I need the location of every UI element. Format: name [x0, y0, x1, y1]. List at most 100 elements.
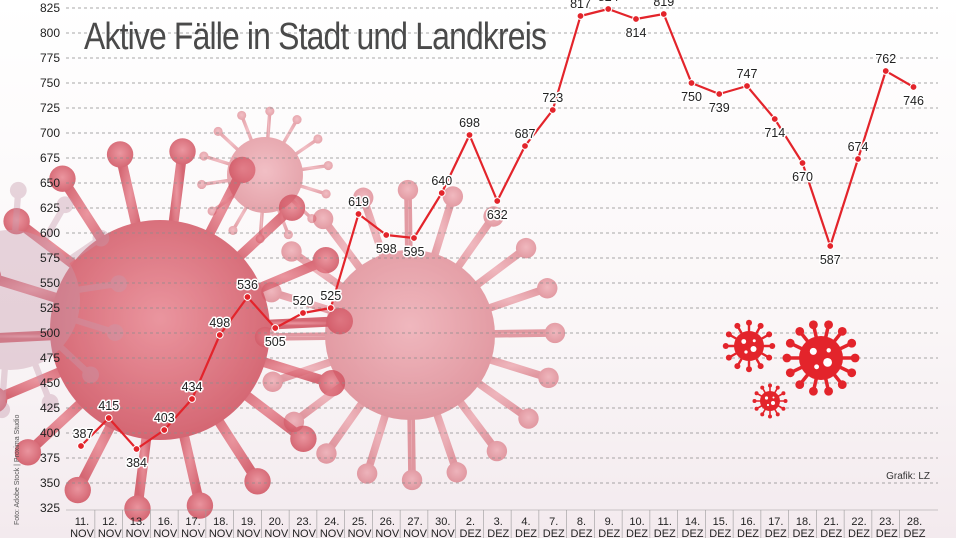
x-tick-day: 21. [824, 516, 839, 528]
x-tick-month: DEZ [848, 528, 870, 538]
x-tick-day: 3. [494, 516, 503, 528]
x-tick-day: 25. [352, 516, 367, 528]
data-label: 670 [792, 170, 813, 184]
y-tick-label: 400 [40, 426, 60, 440]
y-tick-label: 750 [40, 76, 60, 90]
y-tick-label: 450 [40, 376, 60, 390]
chart-title: Aktive Fälle in Stadt und Landkreis [84, 16, 547, 58]
data-label: 819 [653, 0, 674, 9]
y-tick-label: 700 [40, 126, 60, 140]
data-point [160, 426, 169, 434]
data-point [104, 414, 113, 422]
x-tick-day: 12. [102, 516, 117, 528]
data-point [632, 15, 640, 23]
data-point [410, 234, 418, 242]
data-point [243, 293, 252, 301]
x-tick-month: NOV [98, 528, 123, 538]
data-label: 587 [820, 253, 841, 267]
x-tick-month: NOV [264, 528, 289, 538]
data-point [271, 324, 280, 332]
x-tick-month: DEZ [904, 528, 926, 538]
data-point [576, 12, 585, 20]
x-tick-month: NOV [237, 528, 262, 538]
x-tick-day: 18. [796, 516, 811, 528]
x-tick-day: 26. [380, 516, 395, 528]
data-label: 536 [237, 278, 258, 292]
virus-icon [782, 320, 860, 396]
y-tick-label: 650 [40, 176, 60, 190]
data-point [659, 10, 668, 18]
data-label: 750 [681, 90, 702, 104]
data-label: 817 [570, 0, 591, 11]
x-tick-month: DEZ [571, 528, 593, 538]
data-label: 403 [154, 411, 175, 425]
x-tick-month: DEZ [460, 528, 482, 538]
data-label: 498 [209, 316, 230, 330]
x-tick-month: DEZ [598, 528, 620, 538]
data-point [687, 79, 696, 87]
y-tick-label: 525 [40, 301, 60, 315]
x-tick-day: 22. [851, 516, 866, 528]
x-tick-month: DEZ [682, 528, 704, 538]
x-tick-month: DEZ [543, 528, 565, 538]
data-point [881, 67, 890, 75]
y-tick-label: 575 [40, 251, 60, 265]
data-point [770, 115, 779, 123]
x-tick-day: 14. [685, 516, 700, 528]
data-label: 595 [404, 245, 425, 259]
background-virus [0, 181, 128, 419]
y-tick-label: 725 [40, 101, 60, 115]
data-label: 723 [542, 91, 563, 105]
data-point [826, 242, 835, 250]
data-point [465, 131, 474, 139]
x-tick-day: 30. [435, 516, 450, 528]
data-point [909, 83, 918, 91]
data-label: 632 [487, 208, 508, 222]
x-tick-month: DEZ [765, 528, 787, 538]
x-tick-month: DEZ [820, 528, 842, 538]
virus-icon [752, 383, 788, 419]
data-label: 525 [320, 289, 341, 303]
x-tick-month: NOV [403, 528, 428, 538]
data-label: 714 [764, 126, 785, 140]
x-tick-month: NOV [181, 528, 206, 538]
data-point [548, 106, 557, 114]
x-tick-month: NOV [292, 528, 317, 538]
x-tick-day: 10. [629, 516, 644, 528]
data-point [215, 331, 224, 339]
x-tick-day: 20. [269, 516, 284, 528]
x-tick-day: 17. [185, 516, 200, 528]
data-label: 434 [182, 380, 203, 394]
data-label: 619 [348, 195, 369, 209]
y-tick-label: 325 [40, 501, 60, 515]
y-tick-label: 775 [40, 51, 60, 65]
x-tick-day: 16. [158, 516, 173, 528]
x-tick-day: 4. [521, 516, 530, 528]
x-tick-month: NOV [153, 528, 178, 538]
x-tick-month: NOV [126, 528, 151, 538]
x-tick-day: 7. [549, 516, 558, 528]
y-tick-label: 375 [40, 451, 60, 465]
x-tick-day: 11. [75, 516, 89, 528]
x-tick-month: NOV [375, 528, 400, 538]
data-label: 824 [598, 0, 619, 4]
x-tick-day: 23. [296, 516, 311, 528]
x-tick-day: 23. [879, 516, 894, 528]
data-point [521, 142, 529, 150]
data-point [798, 159, 807, 167]
photo-credit: Foto: Adobe Stock | Proxima Studio [14, 414, 21, 525]
data-label: 520 [293, 294, 314, 308]
background-virus [197, 106, 333, 244]
data-point [437, 189, 446, 197]
data-label: 640 [431, 174, 452, 188]
data-point [132, 445, 141, 453]
y-tick-label: 825 [40, 1, 60, 15]
graphic-credit: Grafik: LZ [886, 471, 930, 482]
x-tick-month: DEZ [709, 528, 731, 538]
data-point [743, 82, 751, 90]
x-tick-month: NOV [209, 528, 234, 538]
x-tick-day: 17. [768, 516, 783, 528]
data-label: 387 [73, 427, 94, 441]
